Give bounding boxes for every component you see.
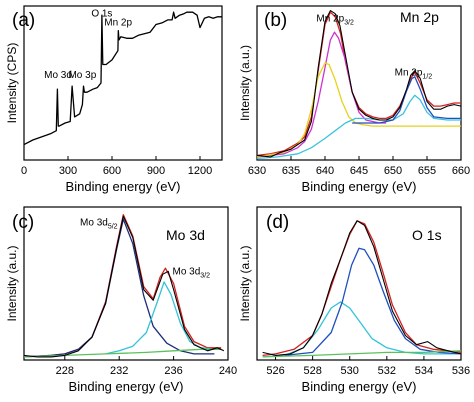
series-line-baseline xyxy=(262,350,462,358)
plot-frame xyxy=(23,206,229,361)
x-tick-label: 655 xyxy=(418,165,436,177)
series-line-navy xyxy=(23,218,215,358)
plot-frame xyxy=(256,206,462,361)
x-tick-label: 645 xyxy=(350,165,368,177)
y-axis-label: Intensity (a.u.) xyxy=(238,45,252,121)
x-tick-label: 534 xyxy=(415,365,433,377)
series-line-magenta xyxy=(256,31,387,158)
series-line-survey xyxy=(23,11,222,146)
x-tick-label: 0 xyxy=(21,165,27,177)
x-tick-label: 660 xyxy=(452,165,470,177)
series-line-blue xyxy=(284,247,462,357)
series-line-envelope xyxy=(262,220,462,357)
panel-letter: (c) xyxy=(12,212,34,233)
x-tick-label: 532 xyxy=(378,365,396,377)
x-tick-label: 228 xyxy=(56,365,74,377)
peak-label: Mn 2p1/2 xyxy=(395,67,433,80)
series-line-blue xyxy=(352,76,461,124)
plot-frame xyxy=(256,5,462,161)
x-axis-label: Binding energy (eV) xyxy=(69,379,184,394)
x-tick-label: 236 xyxy=(164,365,182,377)
y-axis-label: Intensity (a.u.) xyxy=(238,245,252,321)
panel-title: O 1s xyxy=(412,227,442,243)
x-tick-label: 650 xyxy=(384,165,402,177)
panel-title: Mo 3d xyxy=(166,227,205,243)
y-axis-label: Intensity (CPS) xyxy=(5,43,19,124)
series-line-yellow xyxy=(256,62,461,158)
x-tick-label: 630 xyxy=(248,165,266,177)
x-tick-label: 232 xyxy=(110,365,128,377)
x-tick-label: 1200 xyxy=(188,165,212,177)
x-tick-label: 536 xyxy=(452,365,470,377)
peak-label: Mo 3d3/2 xyxy=(173,266,211,279)
x-tick-label: 300 xyxy=(59,165,77,177)
peak-label: Mo 3d5/2 xyxy=(80,217,118,230)
peak-annotation: Mo 3d xyxy=(44,70,72,81)
panel-letter: (d) xyxy=(266,212,289,233)
panel-d: 526 528 530 532 534 536 Binding energy (eV) Int… xyxy=(238,206,470,394)
x-tick-label: 530 xyxy=(341,365,359,377)
panel-a: 0 300 600 900 1200 Binding energy (eV) Intensi… xyxy=(5,5,223,194)
panel-c: 228 232 236 240 Binding energy (eV) Intensity… xyxy=(5,206,237,394)
x-tick-label: 240 xyxy=(219,365,237,377)
x-tick-label: 528 xyxy=(303,365,321,377)
series-line-raw xyxy=(262,220,462,356)
x-tick-label: 600 xyxy=(103,165,121,177)
peak-label: Mn 2p3/2 xyxy=(316,13,354,26)
panel-title: Mn 2p xyxy=(400,9,439,25)
x-tick-label: 635 xyxy=(282,165,300,177)
panel-letter: (b) xyxy=(264,10,287,31)
y-axis-label: Intensity (a.u.) xyxy=(5,245,19,321)
x-tick-label: 640 xyxy=(316,165,334,177)
peak-annotation: Mn 2p xyxy=(104,18,132,29)
peak-annotation: O 1s xyxy=(91,8,112,19)
x-tick-label: 900 xyxy=(147,165,165,177)
x-axis-label: Binding energy (eV) xyxy=(66,179,181,194)
panel-b: 630 635 640 645 650 655 660 Binding energy (eV)… xyxy=(238,5,470,194)
plot-frame xyxy=(23,5,223,161)
panel-letter: (a) xyxy=(12,10,35,31)
series-line-raw xyxy=(23,215,225,358)
series-line-envelope xyxy=(256,11,461,157)
x-axis-label: Binding energy (eV) xyxy=(302,379,417,394)
peak-annotation: Mo 3p xyxy=(68,70,96,81)
x-tick-label: 526 xyxy=(266,365,284,377)
series-line-cyan xyxy=(105,281,222,355)
x-axis-label: Binding energy (eV) xyxy=(302,179,417,194)
series-line-raw xyxy=(256,10,462,158)
